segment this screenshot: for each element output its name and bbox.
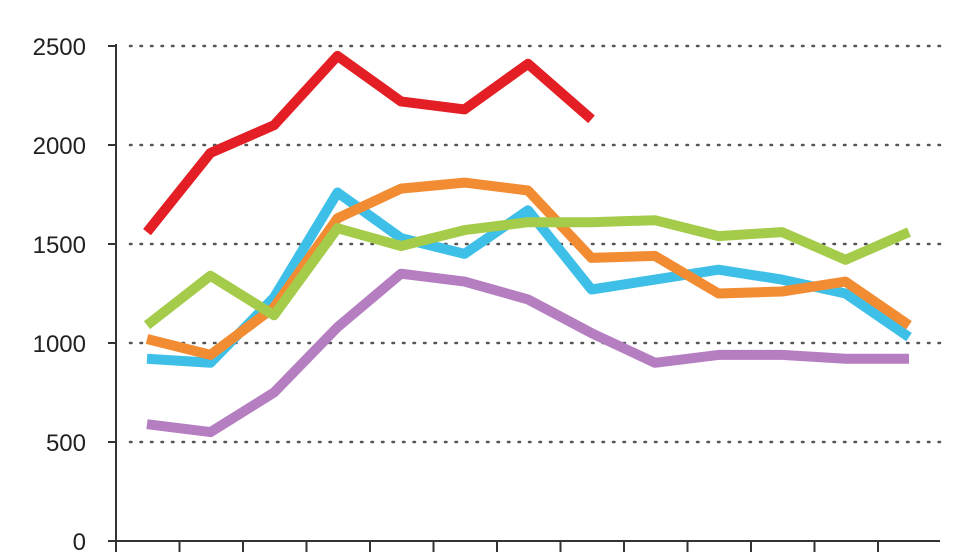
y-tick-labels: 0 500 1000 1500 2000 2500	[33, 34, 86, 552]
series-line-2	[146, 187, 912, 368]
y-tick-label: 2000	[33, 133, 86, 160]
series-line-4	[143, 215, 911, 330]
y-tick-label: 1500	[33, 232, 86, 259]
series-lines	[143, 50, 912, 438]
series-line-1	[143, 50, 595, 236]
series-line-5	[146, 268, 909, 438]
y-tick-label: 0	[73, 529, 86, 552]
y-tick-label: 1000	[33, 331, 86, 358]
axes	[108, 44, 940, 552]
y-tick-label: 500	[46, 430, 86, 457]
y-tick-label: 2500	[33, 34, 86, 61]
